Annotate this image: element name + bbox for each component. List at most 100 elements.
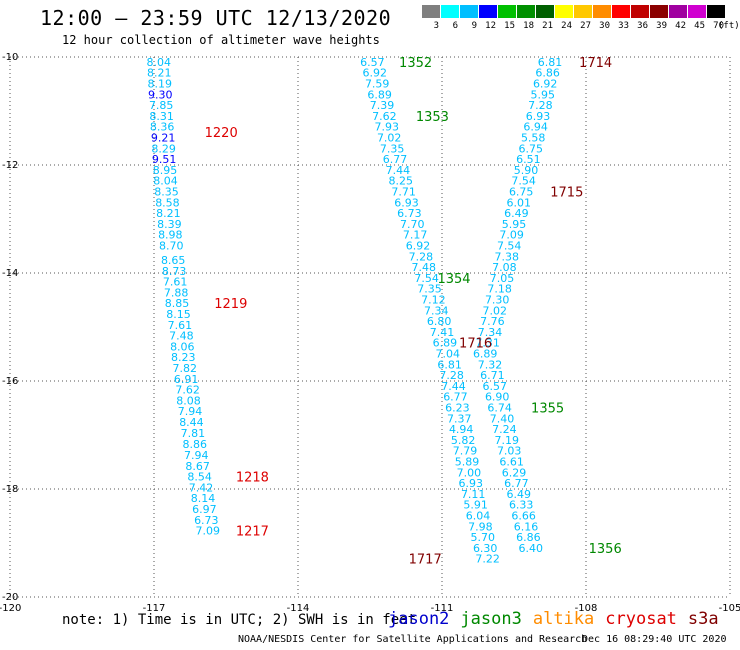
pass-label: 1352 [399,56,432,71]
satellite-legend-item: jason3 [460,609,522,629]
swh-value: 6.94 [523,121,548,134]
y-tick-label: -12 [2,160,18,171]
swh-value: 7.09 [499,229,524,242]
swh-value: 8.06 [170,340,195,353]
x-tick-label: -120 [0,603,21,614]
swh-value: 6.92 [406,239,431,252]
swh-value: 7.82 [172,362,197,375]
colorbar-label: 70 [713,21,724,31]
swh-value: 8.95 [153,164,178,177]
swh-value: 6.75 [519,142,544,155]
swh-value: 7.85 [149,99,174,112]
colorbar-swatch [479,5,498,18]
swh-value: 8.15 [166,308,191,321]
swh-value: 7.12 [421,293,446,306]
colorbar-label: 3 [433,21,439,31]
swh-value: 7.42 [189,481,214,494]
swh-value: 7.22 [475,553,500,566]
swh-value: 6.90 [485,391,510,404]
swh-value: 7.04 [436,347,461,360]
swh-value: 6.80 [427,315,452,328]
swh-value: 6.77 [443,391,468,404]
swh-value: 6.66 [511,509,536,522]
satellite-legend-item: altika [532,609,595,629]
y-tick-label: -16 [2,376,18,387]
swh-value: 7.88 [164,286,189,299]
pass-label: 1355 [531,401,564,416]
colorbar-label: 33 [618,21,629,31]
swh-value: 6.01 [507,196,532,209]
swh-value: 7.32 [478,358,503,371]
pass-label: 1218 [236,471,269,486]
colorbar-swatch [593,5,612,18]
swh-value: 7.54 [497,239,522,252]
x-tick-label: -117 [143,603,166,614]
swh-value: 8.85 [165,297,190,310]
colorbar-label: 12 [485,21,496,31]
x-tick-label: -111 [431,603,454,614]
pass-label: 1220 [205,126,238,141]
swh-value: 7.94 [178,405,203,418]
colorbar-swatch [498,5,517,18]
pass-label: 1715 [550,185,583,200]
swh-value: 4.94 [449,423,474,436]
swh-value: 6.93 [526,110,551,123]
swh-value: 8.44 [179,416,204,429]
swh-value: 6.92 [533,77,558,90]
swh-value: 9.51 [152,153,177,166]
colorbar-swatch [460,5,479,18]
swh-value: 9.30 [148,88,173,101]
swh-value: 7.34 [424,304,449,317]
swh-value: 6.40 [519,542,544,555]
swh-value: 8.35 [154,185,179,198]
swh-value: 7.44 [386,164,411,177]
footer-timestamp: Dec 16 08:29:40 UTC 2020 [582,634,727,645]
swh-value: 6.51 [516,153,541,166]
colorbar-label: 45 [694,21,705,31]
swh-value: 8.58 [155,196,180,209]
swh-value: 7.11 [461,488,486,501]
swh-value: 6.97 [192,503,217,516]
colorbar-swatch [574,5,593,18]
swh-value: 8.25 [388,175,413,188]
swh-value: 8.86 [183,438,208,451]
satellite-legend: jason2 jason3 altika cryosat s3a [388,609,730,629]
swh-value: 7.76 [480,315,505,328]
colorbar-label: 36 [637,21,648,31]
swh-value: 7.93 [375,121,400,134]
swh-value: 7.54 [511,175,536,188]
swh-value: 6.49 [507,488,532,501]
swh-value: 7.35 [380,142,405,155]
colorbar-label: 30 [599,21,610,31]
swh-value: 7.61 [168,319,193,332]
swh-value: 6.81 [538,56,563,69]
swh-value: 7.54 [414,272,439,285]
swh-value: 6.89 [367,88,392,101]
swh-value: 5.91 [463,499,488,512]
colorbar-label: 21 [542,21,553,31]
swh-value: 7.28 [439,369,464,382]
swh-value: 6.04 [466,509,491,522]
swh-value: 6.77 [383,153,408,166]
swh-value: 8.39 [157,218,182,231]
x-tick-label: -105 [719,603,740,614]
swh-value: 7.61 [163,276,188,289]
swh-value: 5.95 [502,218,527,231]
swh-value: 5.95 [531,88,556,101]
pass-label: 1353 [416,110,449,125]
swh-value: 8.23 [171,351,196,364]
colorbar-swatch [688,5,707,18]
swh-value: 7.05 [490,272,515,285]
swh-value: 6.77 [504,477,529,490]
swh-value: 6.57 [483,380,508,393]
colorbar-swatch [517,5,536,18]
swh-value: 7.71 [391,185,416,198]
pass-label: 1217 [236,525,269,540]
swh-value: 5.89 [455,455,480,468]
swh-value: 6.86 [535,67,560,80]
colorbar-unit: (ft) [718,21,740,31]
pass-label: 1717 [409,553,442,568]
colorbar-labels: 3 6 9 12 15 18 21 24 27 30 33 36 39 42 45 70 [422,21,726,31]
colorbar-label: 42 [675,21,686,31]
